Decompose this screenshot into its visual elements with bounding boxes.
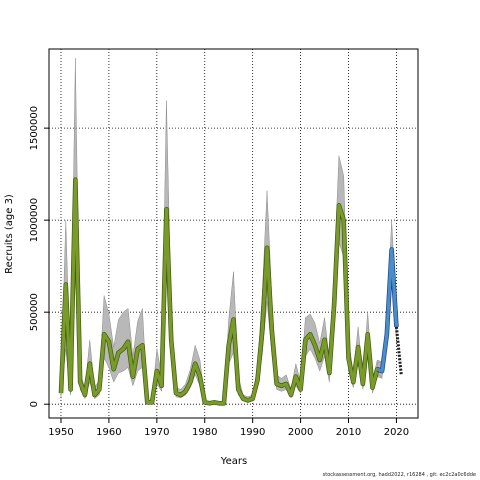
x-tick-label: 1990	[240, 427, 265, 438]
x-tick-label: 2020	[384, 427, 409, 438]
series-lines	[58, 177, 403, 406]
projection-median-edge	[394, 326, 403, 375]
x-tick-label: 1970	[144, 427, 169, 438]
x-tick-label: 1960	[96, 427, 121, 438]
historical-median-line	[59, 178, 383, 405]
x-axis-label: Years	[220, 456, 247, 467]
y-tick-label: 1000000	[29, 198, 40, 243]
y-tick-label: 1500000	[29, 106, 40, 151]
y-tick-label: 0	[29, 401, 40, 407]
x-tick-label: 1980	[192, 427, 217, 438]
y-axis: 0 500000 1000000 1500000	[29, 106, 49, 407]
x-axis: 1950 1960 1970 1980 1990 2000 2010 2020	[48, 418, 409, 438]
x-tick-label: 2010	[336, 427, 361, 438]
plot-frame	[48, 48, 419, 419]
x-tick-label: 2000	[288, 427, 313, 438]
footer-attribution: stockassessment.org, hadd2022, r16284 , …	[322, 472, 476, 478]
x-tick-label: 1950	[48, 427, 73, 438]
y-axis-label: Recruits (age 3)	[4, 194, 15, 274]
recent-median-line	[376, 248, 399, 373]
y-tick-label: 500000	[29, 293, 40, 331]
